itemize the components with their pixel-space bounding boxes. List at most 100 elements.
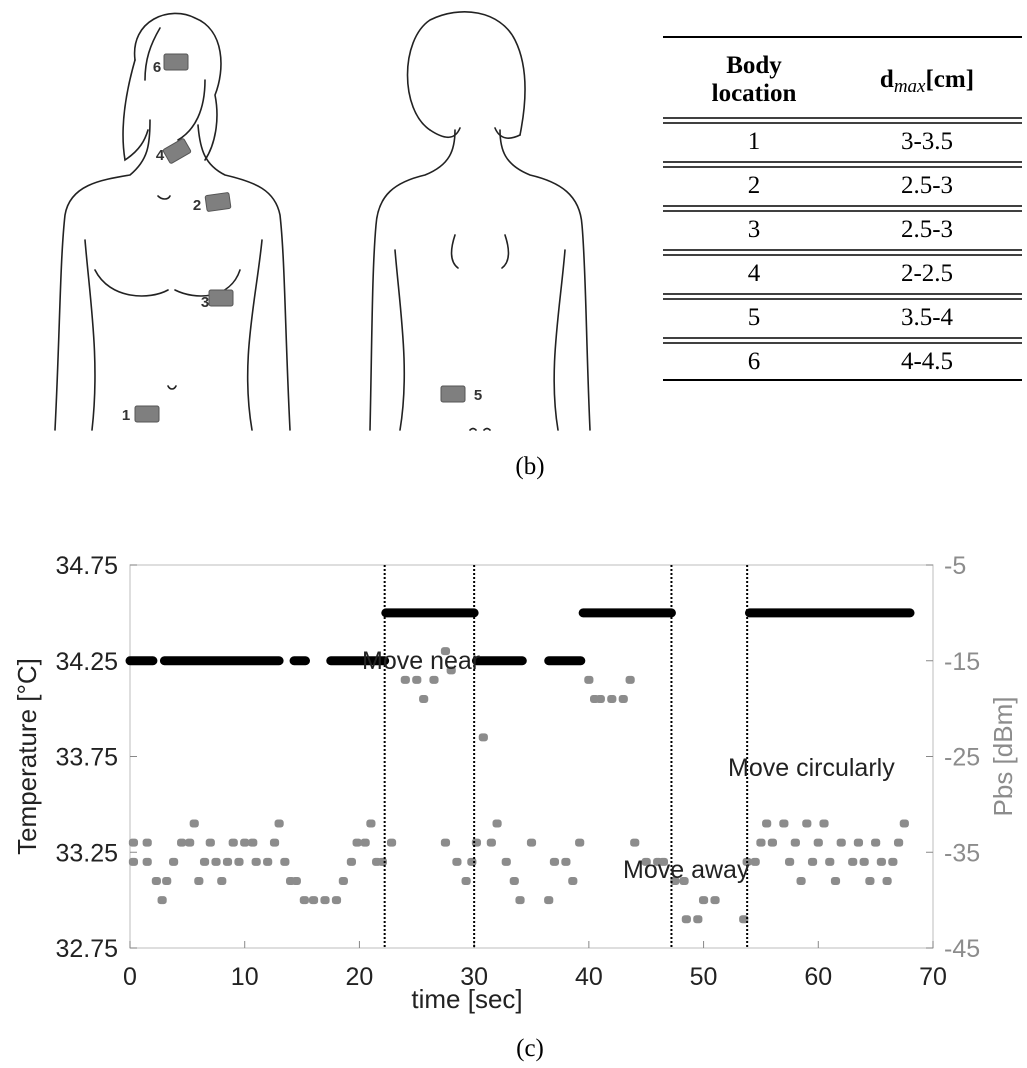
pbs-point [893, 838, 904, 847]
table-cell: 1 [748, 128, 761, 155]
pbs-point [739, 915, 749, 924]
pbs-point [607, 695, 617, 704]
y2-tick-label: -35 [944, 839, 980, 867]
pbs-point [211, 857, 221, 866]
pbs-point [779, 819, 789, 828]
pbs-point [412, 675, 422, 684]
pbs-point [819, 819, 829, 828]
pbs-point [698, 896, 709, 905]
pbs-point [234, 857, 244, 866]
x-tick-label: 70 [919, 963, 947, 991]
pbs-point [142, 857, 152, 866]
pbs-point [228, 838, 238, 847]
sensor-patch [208, 289, 234, 307]
table-cell: 2.5-3 [901, 172, 953, 199]
pbs-point [595, 695, 605, 704]
y2-axis-label: Pbs [dBm] [988, 697, 1018, 817]
pbs-point [251, 857, 261, 866]
annotation: Move away [623, 856, 750, 884]
pbs-point [549, 857, 560, 866]
table-cell: 2 [748, 172, 761, 199]
pbs-point [625, 675, 635, 684]
table-cell: 4-4.5 [901, 348, 953, 375]
table-cell: 5 [748, 304, 761, 331]
sensor-label: 6 [153, 59, 161, 76]
table-cell: 2-2.5 [901, 260, 953, 287]
temperature-line [125, 608, 915, 666]
sensor-markers: 1 2 3 4 5 6 [122, 53, 482, 424]
header-subscript: max [894, 76, 926, 97]
pbs-point [429, 675, 439, 684]
pbs-point [128, 838, 139, 847]
annotation: Move near [362, 647, 480, 675]
pbs-point [291, 876, 301, 885]
x-tick-label: 60 [804, 963, 832, 991]
pbs-point [658, 857, 669, 866]
sensor-patch [134, 405, 160, 423]
pbs-point [767, 838, 777, 847]
y2-tick-label: -15 [944, 648, 980, 676]
pbs-point [471, 838, 482, 847]
pbs-point [899, 819, 909, 828]
x-tick-label: 20 [346, 963, 374, 991]
pbs-point [670, 876, 680, 885]
sensor-patch [162, 138, 192, 164]
pbs-point [280, 857, 290, 866]
pbs-point [308, 896, 319, 905]
y-tick-label: 33.75 [55, 744, 118, 772]
pbs-point [888, 857, 898, 866]
y-tick-label: 33.25 [55, 839, 118, 867]
pbs-point [796, 876, 806, 885]
x-axis-label: time [sec] [411, 984, 522, 1014]
pbs-point [641, 857, 651, 866]
table-cell: 3-3.5 [901, 128, 953, 155]
pbs-point [240, 838, 250, 847]
pbs-point [501, 857, 511, 866]
pbs-point [584, 675, 594, 684]
pbs-point [679, 876, 689, 885]
pbs-point [169, 857, 179, 866]
pbs-point [871, 838, 881, 847]
pbs-point [561, 857, 571, 866]
pbs-point [419, 695, 429, 704]
pbs-point [515, 896, 525, 905]
pbs-point [320, 896, 330, 905]
table-cell: 6 [748, 348, 761, 375]
pbs-point [467, 857, 477, 866]
pbs-point [189, 819, 199, 828]
pbs-point [575, 838, 585, 847]
pbs-point [836, 838, 846, 847]
y2-tick-label: -45 [944, 935, 980, 963]
table-cell: 3 [748, 216, 761, 243]
x-tick-label: 40 [575, 963, 603, 991]
pbs-point [618, 695, 628, 704]
pbs-point [486, 838, 496, 847]
y-tick-label: 34.25 [55, 648, 118, 676]
table-header: Body [726, 52, 782, 79]
pbs-point [710, 896, 720, 905]
pbs-point [848, 857, 858, 866]
pbs-point [157, 896, 167, 905]
pbs-point [461, 876, 471, 885]
pbs-point [446, 666, 456, 675]
pbs-point [205, 838, 215, 847]
pbs-point [299, 896, 309, 905]
sensor-patch [440, 385, 466, 403]
pbs-point [492, 819, 502, 828]
y-tick-label: 34.75 [55, 552, 118, 580]
x-tick-label: 50 [690, 963, 718, 991]
pbs-point [366, 819, 376, 828]
sensor-patch [163, 53, 189, 71]
sensor-label: 4 [156, 147, 165, 164]
pbs-point [526, 838, 537, 847]
pbs-point [263, 857, 273, 866]
pbs-point [269, 838, 280, 847]
pbs-point [452, 857, 462, 866]
pbs-point [352, 838, 362, 847]
pbs-point [876, 857, 886, 866]
table-cell: 3.5-4 [901, 304, 954, 331]
annotation: Move circularly [728, 754, 895, 782]
pbs-point [440, 647, 451, 656]
sensor-label: 2 [193, 197, 201, 214]
caption: (c) [516, 1035, 544, 1062]
